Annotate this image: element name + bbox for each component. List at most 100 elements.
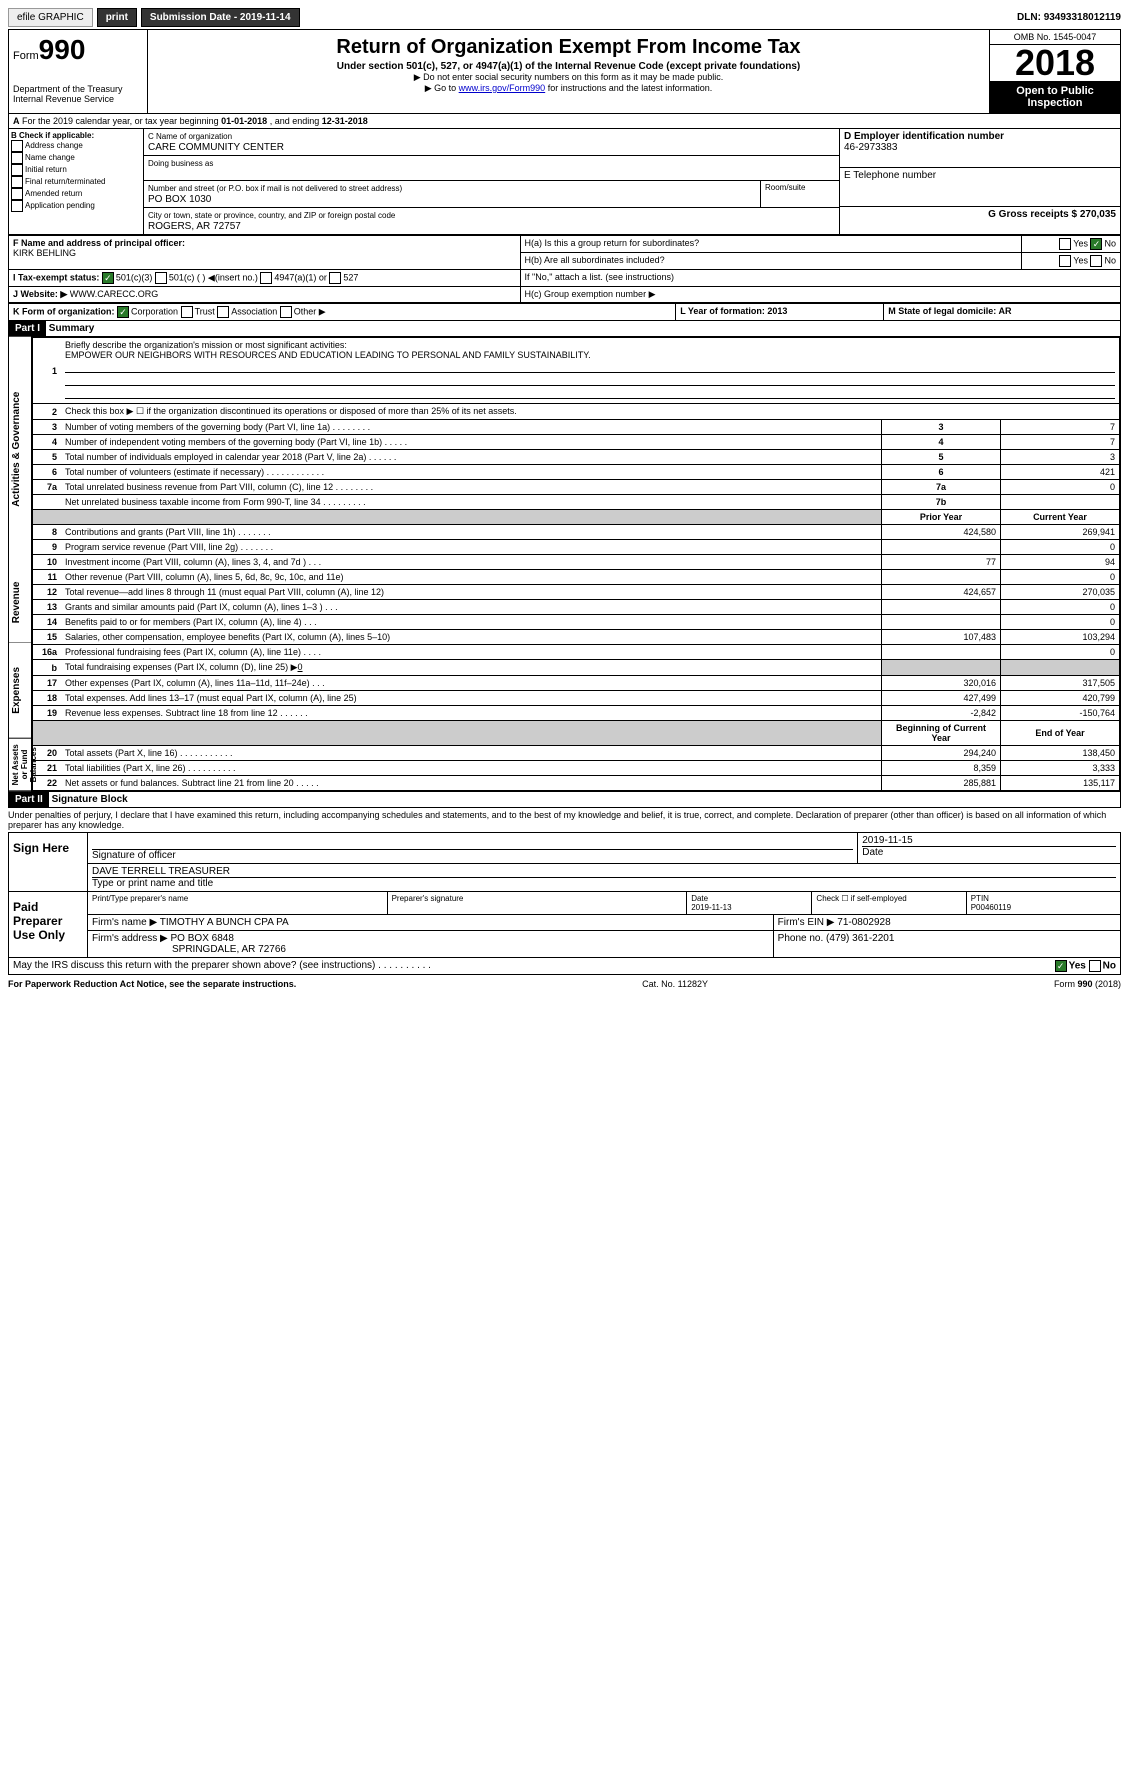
- top-toolbar: efile GRAPHIC print Submission Date - 20…: [8, 8, 1121, 27]
- line-16b: Total fundraising expenses (Part IX, col…: [61, 660, 882, 676]
- label-city: City or town, state or province, country…: [148, 211, 395, 220]
- hdr-current: Current Year: [1001, 510, 1120, 525]
- cb-amended[interactable]: [11, 188, 23, 200]
- curr-8: 269,941: [1001, 525, 1120, 540]
- cb-527[interactable]: [329, 272, 341, 284]
- irs-link[interactable]: www.irs.gov/Form990: [459, 83, 546, 93]
- dln: DLN: 93493318012119: [1017, 12, 1121, 23]
- prior-13: [882, 600, 1001, 615]
- label-ein: D Employer identification number: [844, 131, 1004, 142]
- cb-name-change[interactable]: [11, 152, 23, 164]
- line-6: Total number of volunteers (estimate if …: [61, 465, 882, 480]
- curr-12: 270,035: [1001, 585, 1120, 600]
- h-b-note: If "No," attach a list. (see instruction…: [525, 272, 674, 282]
- curr-16a: 0: [1001, 645, 1120, 660]
- cb-4947[interactable]: [260, 272, 272, 284]
- org-name: CARE COMMUNITY CENTER: [148, 142, 284, 153]
- line-8: Contributions and grants (Part VIII, lin…: [61, 525, 882, 540]
- curr-20: 138,450: [1001, 746, 1120, 761]
- note-ssn: ▶ Do not enter social security numbers o…: [152, 72, 985, 83]
- prior-12: 424,657: [882, 585, 1001, 600]
- discuss-row: May the IRS discuss this return with the…: [8, 958, 1121, 975]
- cb-hb-no[interactable]: [1090, 255, 1102, 267]
- curr-17: 317,505: [1001, 676, 1120, 691]
- sig-date-val: 2019-11-15: [862, 835, 912, 846]
- cb-discuss-no[interactable]: [1089, 960, 1101, 972]
- val-5: 3: [1001, 450, 1120, 465]
- cb-trust[interactable]: [181, 306, 193, 318]
- perjury-declaration: Under penalties of perjury, I declare th…: [8, 808, 1121, 832]
- firm-phone-val: (479) 361-2201: [826, 933, 894, 944]
- curr-10: 94: [1001, 555, 1120, 570]
- cb-final-return[interactable]: [11, 176, 23, 188]
- hdr-end: End of Year: [1001, 721, 1120, 746]
- cb-hb-yes[interactable]: [1059, 255, 1071, 267]
- discuss-text: May the IRS discuss this return with the…: [13, 960, 1055, 972]
- cb-501c[interactable]: [155, 272, 167, 284]
- cb-ha-no[interactable]: [1090, 238, 1102, 250]
- prior-15: 107,483: [882, 630, 1001, 645]
- label-firm-phone: Phone no.: [778, 933, 826, 944]
- curr-14: 0: [1001, 615, 1120, 630]
- officer-name: KIRK BEHLING: [13, 248, 76, 258]
- firm-addr-val2: SPRINGDALE, AR 72766: [172, 944, 286, 955]
- prior-17: 320,016: [882, 676, 1001, 691]
- paid-preparer-block: Paid Preparer Use Only Print/Type prepar…: [8, 892, 1121, 958]
- cb-other[interactable]: [280, 306, 292, 318]
- val-6: 421: [1001, 465, 1120, 480]
- cb-501c3[interactable]: [102, 272, 114, 284]
- print-button[interactable]: print: [97, 8, 137, 27]
- col-b-checkboxes: B Check if applicable: Address change Na…: [9, 129, 144, 234]
- part-2-header: Part II Signature Block: [8, 792, 1121, 808]
- label-net-assets: Net Assets or Fund Balances: [9, 739, 31, 791]
- paid-preparer-label: Paid Preparer Use Only: [9, 892, 88, 957]
- cb-corp[interactable]: [117, 306, 129, 318]
- prep-date-val: 2019-11-13: [691, 903, 731, 912]
- line-22: Net assets or fund balances. Subtract li…: [61, 776, 882, 791]
- officer-print-name: DAVE TERRELL TREASURER: [92, 866, 230, 877]
- line-18: Total expenses. Add lines 13–17 (must eq…: [61, 691, 882, 706]
- line-4: Number of independent voting members of …: [61, 435, 882, 450]
- label-website: J Website: ▶: [13, 289, 67, 299]
- year-formation: L Year of formation: 2013: [680, 306, 787, 316]
- prior-21: 8,359: [882, 761, 1001, 776]
- page-footer: For Paperwork Reduction Act Notice, see …: [8, 975, 1121, 989]
- prior-20: 294,240: [882, 746, 1001, 761]
- line-9: Program service revenue (Part VIII, line…: [61, 540, 882, 555]
- cb-assoc[interactable]: [217, 306, 229, 318]
- open-public-badge: Open to Public Inspection: [990, 81, 1120, 113]
- curr-15: 103,294: [1001, 630, 1120, 645]
- label-dba: Doing business as: [148, 159, 213, 168]
- firm-name-val: TIMOTHY A BUNCH CPA PA: [160, 917, 289, 928]
- curr-19: -150,764: [1001, 706, 1120, 721]
- line-17: Other expenses (Part IX, column (A), lin…: [61, 676, 882, 691]
- cb-discuss-yes[interactable]: [1055, 960, 1067, 972]
- cb-ha-yes[interactable]: [1059, 238, 1071, 250]
- line-12: Total revenue—add lines 8 through 11 (mu…: [61, 585, 882, 600]
- cb-address-change[interactable]: [11, 140, 23, 152]
- val-7b: [1001, 495, 1120, 510]
- h-c: H(c) Group exemption number ▶: [520, 287, 1120, 303]
- telephone: E Telephone number: [840, 168, 1120, 207]
- submission-date: Submission Date - 2019-11-14: [141, 8, 300, 27]
- line-11: Other revenue (Part VIII, column (A), li…: [61, 570, 882, 585]
- line-10: Investment income (Part VIII, column (A)…: [61, 555, 882, 570]
- sign-here-block: Sign Here Signature of officer 2019-11-1…: [8, 832, 1121, 892]
- gross-receipts: G Gross receipts $ 270,035: [988, 209, 1116, 220]
- form-number: Form990: [13, 34, 143, 66]
- label-sig-officer: Signature of officer: [92, 850, 176, 861]
- label-officer: F Name and address of principal officer:: [13, 238, 185, 248]
- line-2: Check this box ▶ ☐ if the organization d…: [61, 404, 1120, 420]
- section-b-thru-g: B Check if applicable: Address change Na…: [8, 129, 1121, 235]
- cb-pending[interactable]: [11, 200, 23, 212]
- cb-initial-return[interactable]: [11, 164, 23, 176]
- label-revenue: Revenue: [9, 562, 31, 643]
- line-7b: Net unrelated business taxable income fr…: [61, 495, 882, 510]
- label-room-suite: Room/suite: [760, 181, 839, 207]
- dept-treasury: Department of the Treasury Internal Reve…: [13, 84, 143, 104]
- line-13: Grants and similar amounts paid (Part IX…: [61, 600, 882, 615]
- val-7a: 0: [1001, 480, 1120, 495]
- label-governance: Activities & Governance: [9, 337, 31, 562]
- label-prep-date: Date: [691, 894, 708, 903]
- note-link: ▶ Go to www.irs.gov/Form990 for instruct…: [152, 83, 985, 94]
